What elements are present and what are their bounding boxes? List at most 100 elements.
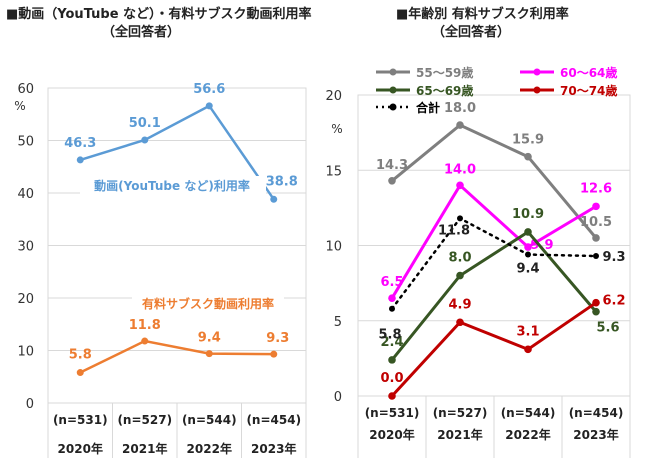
right-chart-title-line1: ■年齢別 有料サブスク利用率 xyxy=(396,7,569,22)
legend-marker xyxy=(389,86,397,94)
data-point xyxy=(456,271,464,280)
y-tick-label: 15 xyxy=(325,164,342,179)
y-tick-label: 60 xyxy=(17,82,34,97)
legend-item: 合計 xyxy=(376,100,440,115)
right-chart-subtitle: （全回答者） xyxy=(431,25,510,40)
y-axis-unit: % xyxy=(14,99,25,113)
y-tick-label: 5 xyxy=(334,315,342,330)
series-name-bg xyxy=(132,294,284,312)
data-label: 5.8 xyxy=(69,348,92,363)
x-tick-label-year: 2020年 xyxy=(58,441,103,456)
data-label: 15.9 xyxy=(512,133,544,148)
x-tick-label-year: 2021年 xyxy=(437,427,482,442)
x-tick-label-n: (n=454) xyxy=(569,406,624,420)
legend-label: 60～64歳 xyxy=(560,65,617,80)
data-point xyxy=(76,369,84,377)
data-label: 2.4 xyxy=(380,335,403,350)
data-point xyxy=(388,176,396,185)
series-line xyxy=(390,216,598,310)
x-tick-label-n: (n=527) xyxy=(433,406,488,420)
legend-label: 合計 xyxy=(416,100,440,115)
data-point xyxy=(456,181,464,190)
series-name-bg xyxy=(80,176,266,194)
legend-label: 65～69歳 xyxy=(416,83,473,98)
data-point xyxy=(389,305,395,312)
data-label: 9.4 xyxy=(516,262,539,277)
data-label: 56.6 xyxy=(193,82,225,97)
x-tick-label-year: 2022年 xyxy=(187,441,232,456)
data-point xyxy=(141,136,149,144)
data-label: 14.0 xyxy=(444,162,476,177)
data-label: 5.6 xyxy=(596,321,619,336)
legend-label: 70～74歳 xyxy=(560,83,617,98)
data-label: 12.6 xyxy=(580,181,612,196)
data-label: 11.8 xyxy=(438,223,470,238)
legend-item: 55～59歳 xyxy=(376,65,473,80)
data-label: 46.3 xyxy=(64,136,96,151)
data-label: 14.3 xyxy=(376,158,408,173)
data-point xyxy=(205,350,213,358)
y-axis-unit: % xyxy=(331,122,342,136)
data-label: 9.3 xyxy=(602,250,625,265)
series-2: 2.4 8.0 10.9 5.6 xyxy=(380,207,620,364)
x-tick-label-year: 2023年 xyxy=(251,441,296,456)
series-4: 5.8 11.8 9.4 9.3 xyxy=(378,215,626,343)
left-chart-title: ■動画（YouTube など）・有料サブスク動画利用率 （全回答者） xyxy=(6,6,336,42)
x-tick-label-n: (n=544) xyxy=(501,406,556,420)
plot-frame xyxy=(47,87,307,404)
data-label: 8.0 xyxy=(448,251,471,266)
x-tick-label-year: 2023年 xyxy=(573,427,618,442)
data-label: 18.0 xyxy=(444,101,476,116)
series-1: 5.8 11.8 9.4 9.3 xyxy=(69,318,289,377)
x-tick-label-year: 2020年 xyxy=(369,427,414,442)
y-tick-label: 20 xyxy=(325,89,342,104)
x-tick-label-n: (n=531) xyxy=(365,406,420,420)
right-chart-title: ■年齢別 有料サブスク利用率 （全回答者） xyxy=(396,6,646,42)
data-label: 6.2 xyxy=(602,294,625,309)
data-point xyxy=(593,253,599,260)
data-point xyxy=(524,152,532,161)
series-line xyxy=(390,301,598,398)
series-name-label: 有料サブスク動画利用率 xyxy=(142,296,274,311)
x-tick-label-n: (n=527) xyxy=(117,413,172,427)
data-label: 4.9 xyxy=(448,297,471,312)
data-point xyxy=(270,195,278,203)
series-line xyxy=(79,339,274,374)
series-line xyxy=(390,123,598,240)
x-tick-label-n: (n=454) xyxy=(246,413,301,427)
data-label: 5.8 xyxy=(378,328,401,343)
y-tick-label: 40 xyxy=(17,187,34,202)
data-label: 9.4 xyxy=(198,331,221,346)
x-tick-label-n: (n=531) xyxy=(53,413,108,427)
y-tick-label: 10 xyxy=(325,240,342,255)
data-point xyxy=(592,234,600,242)
series-line xyxy=(79,104,275,201)
y-tick-label: 10 xyxy=(17,345,34,360)
data-point xyxy=(457,215,463,222)
series-name-label: 動画(YouTube など)利用率 xyxy=(94,178,250,193)
data-point xyxy=(524,243,532,251)
series-line xyxy=(390,229,598,362)
y-tick-label: 0 xyxy=(334,390,342,405)
legend-marker xyxy=(533,68,541,76)
legend-item: 65～69歳 xyxy=(376,83,473,98)
data-point xyxy=(388,356,396,364)
data-point xyxy=(524,345,532,354)
series-0: 46.3 50.1 56.6 38.8 xyxy=(64,82,298,203)
y-tick-label: 0 xyxy=(26,397,34,412)
y-tick-label: 20 xyxy=(17,292,34,307)
data-label: 6.5 xyxy=(380,275,403,290)
x-tick-label-year: 2021年 xyxy=(122,441,167,456)
data-point xyxy=(524,228,532,236)
series-3: 0.0 4.9 3.1 6.2 xyxy=(380,294,626,400)
data-point xyxy=(592,298,600,307)
data-point xyxy=(592,307,600,316)
plot-frame xyxy=(357,94,631,397)
data-label: 38.8 xyxy=(266,174,298,189)
data-label: 10.9 xyxy=(512,207,544,222)
data-point xyxy=(592,202,600,211)
data-label: 9.3 xyxy=(266,331,289,346)
data-label: 10.5 xyxy=(580,215,612,230)
legend-item: 70～74歳 xyxy=(520,83,617,98)
